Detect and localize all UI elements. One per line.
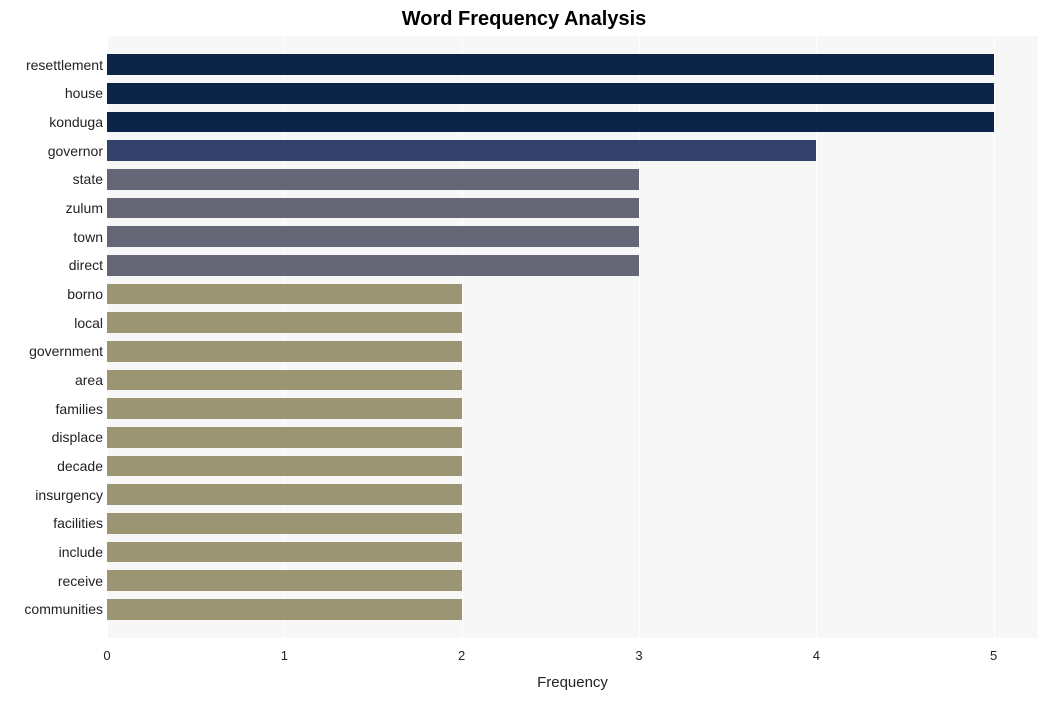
x-tick-label: 0 <box>87 648 127 663</box>
y-tick-label: direct <box>69 257 103 273</box>
x-tick-label: 3 <box>619 648 659 663</box>
y-tick-label: local <box>74 315 103 331</box>
y-tick-label: decade <box>57 458 103 474</box>
bar <box>107 398 462 419</box>
bar <box>107 570 462 591</box>
y-tick-label: communities <box>24 601 103 617</box>
y-tick-label: zulum <box>66 200 103 216</box>
x-tick-label: 4 <box>796 648 836 663</box>
bar <box>107 54 994 75</box>
bar <box>107 484 462 505</box>
bar <box>107 599 462 620</box>
bar <box>107 255 639 276</box>
x-tick-label: 2 <box>442 648 482 663</box>
bar <box>107 370 462 391</box>
bar <box>107 456 462 477</box>
bar <box>107 112 994 133</box>
x-tick-label: 1 <box>264 648 304 663</box>
bar <box>107 284 462 305</box>
x-tick-label: 5 <box>974 648 1014 663</box>
y-tick-label: include <box>59 544 103 560</box>
bar <box>107 140 816 161</box>
bar <box>107 427 462 448</box>
y-tick-label: displace <box>52 429 103 445</box>
bar <box>107 542 462 563</box>
y-tick-label: receive <box>58 573 103 589</box>
y-tick-label: house <box>65 85 103 101</box>
y-tick-label: area <box>75 372 103 388</box>
bar <box>107 312 462 333</box>
y-tick-label: konduga <box>49 114 103 130</box>
y-tick-label: insurgency <box>35 487 103 503</box>
y-tick-label: borno <box>67 286 103 302</box>
y-tick-label: facilities <box>53 515 103 531</box>
bar <box>107 169 639 190</box>
bar <box>107 83 994 104</box>
y-tick-label: governor <box>48 143 103 159</box>
bar <box>107 226 639 247</box>
bar <box>107 513 462 534</box>
word-frequency-chart: Word Frequency Analysis resettlement hous… <box>0 0 1048 701</box>
grid-line <box>994 36 995 638</box>
plot-area <box>107 36 1038 638</box>
y-tick-label: resettlement <box>26 57 103 73</box>
bar <box>107 198 639 219</box>
y-tick-label: government <box>29 343 103 359</box>
chart-title: Word Frequency Analysis <box>0 8 1048 31</box>
y-tick-label: town <box>73 229 103 245</box>
bar <box>107 341 462 362</box>
x-axis-title: Frequency <box>107 674 1038 691</box>
y-tick-label: families <box>56 401 103 417</box>
y-tick-label: state <box>73 171 103 187</box>
